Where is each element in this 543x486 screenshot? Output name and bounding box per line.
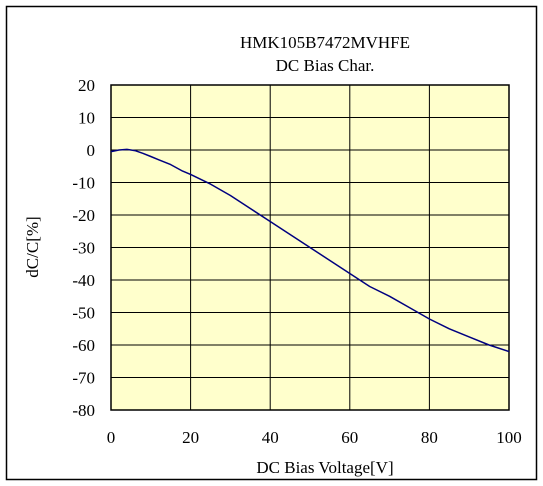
y-tick-label-5: -30 xyxy=(72,239,95,258)
y-tick-label-3: -10 xyxy=(72,174,95,193)
y-tick-label-9: -70 xyxy=(72,369,95,388)
y-tick-labels: 20 10 0 -10 -20 -30 -40 -50 -60 -70 -80 xyxy=(72,76,95,420)
y-tick-label-1: 10 xyxy=(78,109,95,128)
grid xyxy=(111,85,509,410)
y-tick-label-8: -60 xyxy=(72,336,95,355)
series-group xyxy=(110,148,510,353)
x-tick-label-1: 20 xyxy=(182,428,199,447)
y-tick-label-0: 20 xyxy=(78,76,95,95)
x-tick-label-2: 40 xyxy=(262,428,279,447)
y-tick-label-6: -40 xyxy=(72,271,95,290)
chart-title: HMK105B7472MVHFE xyxy=(240,33,410,52)
x-axis-label: DC Bias Voltage[V] xyxy=(256,458,393,477)
y-tick-label-10: -80 xyxy=(72,401,95,420)
x-tick-labels: 0 20 40 60 80 100 xyxy=(107,428,522,447)
y-tick-label-2: 0 xyxy=(87,141,96,160)
y-axis-label: dC/C[%] xyxy=(23,216,42,277)
x-tick-label-5: 100 xyxy=(496,428,522,447)
x-tick-label-3: 60 xyxy=(341,428,358,447)
y-tick-label-7: -50 xyxy=(72,304,95,323)
x-tick-label-0: 0 xyxy=(107,428,116,447)
chart-subtitle: DC Bias Char. xyxy=(276,56,375,75)
x-tick-label-4: 80 xyxy=(421,428,438,447)
y-tick-label-4: -20 xyxy=(72,206,95,225)
series-line-0 xyxy=(110,148,510,353)
